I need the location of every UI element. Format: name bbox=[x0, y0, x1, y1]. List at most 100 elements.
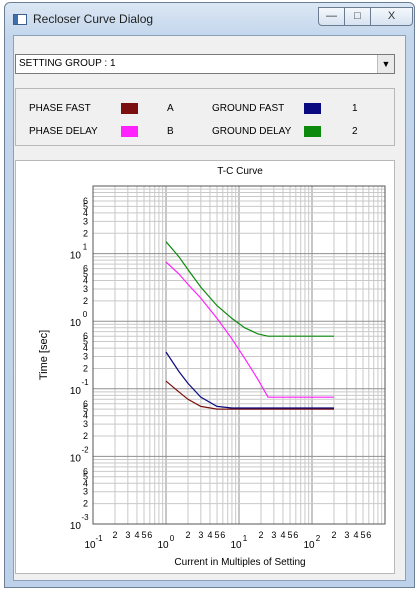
x-tick-label-base: 10 bbox=[84, 540, 96, 551]
curve-line-2 bbox=[165, 241, 334, 337]
x-minor-tick-label: 3 bbox=[344, 530, 349, 540]
x-minor-tick-label: 2 bbox=[112, 530, 117, 540]
y-minor-tick-label: 2 bbox=[83, 296, 88, 306]
y-minor-tick-label: 3 bbox=[83, 216, 88, 226]
dialog-client-area: SETTING GROUP : 1 ▼ PHASE FAST A GROUND … bbox=[13, 35, 406, 581]
legend-swatch-phase-fast bbox=[121, 103, 138, 114]
window-title: Recloser Curve Dialog bbox=[33, 12, 154, 26]
y-tick-label-base: 10 bbox=[70, 453, 82, 464]
y-minor-tick-label: 2 bbox=[83, 228, 88, 238]
x-tick-label-base: 10 bbox=[303, 540, 315, 551]
y-tick-label-base: 10 bbox=[70, 318, 82, 329]
x-minor-tick-label: 3 bbox=[271, 530, 276, 540]
legend-label-ground-delay: GROUND DELAY bbox=[212, 126, 292, 137]
x-tick-label-base: 10 bbox=[157, 540, 169, 551]
y-minor-tick-label: 4 bbox=[83, 411, 88, 421]
x-minor-tick-label: 2 bbox=[185, 530, 190, 540]
y-tick-label-exponent: 1 bbox=[83, 243, 88, 252]
chart-series bbox=[165, 241, 334, 410]
y-tick-label-exponent: -2 bbox=[81, 445, 89, 454]
y-minor-tick-label: 3 bbox=[83, 487, 88, 497]
y-axis-label: Time [sec] bbox=[38, 330, 50, 380]
y-minor-tick-label: 4 bbox=[83, 343, 88, 353]
x-minor-tick-label: 3 bbox=[198, 530, 203, 540]
x-minor-tick-label: 6 bbox=[366, 530, 371, 540]
y-tick-label-exponent: -3 bbox=[81, 513, 89, 522]
legend-key-ground-delay: 2 bbox=[352, 126, 358, 137]
x-minor-tick-label: 5 bbox=[288, 530, 293, 540]
title-bar[interactable]: Recloser Curve Dialog — □ X bbox=[5, 3, 414, 35]
y-tick-label-exponent: 0 bbox=[83, 310, 88, 319]
x-tick-label-exponent: 2 bbox=[316, 534, 321, 543]
x-minor-tick-label: 5 bbox=[361, 530, 366, 540]
x-minor-tick-label: 5 bbox=[215, 530, 220, 540]
y-minor-tick-label: 5 bbox=[83, 269, 88, 279]
x-minor-tick-label: 4 bbox=[353, 530, 358, 540]
y-minor-tick-label: 4 bbox=[83, 276, 88, 286]
y-minor-tick-label: 3 bbox=[83, 352, 88, 362]
y-minor-tick-label: 3 bbox=[83, 419, 88, 429]
x-tick-label-exponent: 0 bbox=[170, 534, 175, 543]
maximize-button[interactable]: □ bbox=[344, 7, 371, 26]
x-tick-label-base: 10 bbox=[230, 540, 242, 551]
chart-title: T-C Curve bbox=[217, 166, 263, 177]
legend-label-phase-delay: PHASE DELAY bbox=[29, 126, 98, 137]
y-minor-tick-label: 4 bbox=[83, 478, 88, 488]
y-tick-label-exponent: -1 bbox=[81, 378, 89, 387]
curve-line-B bbox=[165, 261, 334, 398]
window-app-icon bbox=[13, 14, 27, 25]
y-minor-tick-label: 5 bbox=[83, 337, 88, 347]
x-minor-tick-label: 6 bbox=[293, 530, 298, 540]
plot-frame bbox=[92, 185, 386, 525]
x-axis-label: Current in Multiples of Setting bbox=[174, 557, 305, 568]
legend-label-ground-fast: GROUND FAST bbox=[212, 103, 285, 114]
chart-background bbox=[16, 161, 394, 573]
x-minor-tick-label: 4 bbox=[207, 530, 212, 540]
y-minor-tick-label: 3 bbox=[83, 284, 88, 294]
chart-grid bbox=[92, 186, 385, 525]
y-tick-label-base: 10 bbox=[70, 521, 82, 532]
x-minor-tick-label: 4 bbox=[280, 530, 285, 540]
x-minor-tick-label: 2 bbox=[331, 530, 336, 540]
chevron-down-icon[interactable]: ▼ bbox=[377, 55, 394, 73]
y-minor-tick-label: 6 bbox=[83, 196, 88, 206]
x-minor-tick-label: 6 bbox=[220, 530, 225, 540]
y-minor-tick-label: 2 bbox=[83, 431, 88, 441]
y-minor-tick-label: 6 bbox=[83, 466, 88, 476]
y-tick-label-base: 10 bbox=[70, 251, 82, 262]
curve-line-1 bbox=[165, 351, 334, 409]
legend-swatch-ground-fast bbox=[304, 103, 321, 114]
minimize-button[interactable]: — bbox=[318, 7, 345, 26]
x-tick-label-exponent: -1 bbox=[95, 534, 103, 543]
legend-key-phase-fast: A bbox=[167, 103, 174, 114]
x-minor-tick-label: 4 bbox=[134, 530, 139, 540]
x-minor-tick-label: 2 bbox=[258, 530, 263, 540]
close-button[interactable]: X bbox=[370, 7, 413, 26]
curve-legend: PHASE FAST A GROUND FAST 1 PHASE DELAY B… bbox=[15, 88, 395, 146]
tc-curve-panel: T-C Curve 10 -1 2 3 4 5 6 10 0 2 3 4 5 6 10 1 2 3 4 5 6 10 2 2 3… bbox=[15, 160, 395, 574]
y-minor-tick-label: 5 bbox=[83, 404, 88, 414]
y-minor-tick-label: 6 bbox=[83, 264, 88, 274]
y-minor-tick-label: 2 bbox=[83, 363, 88, 373]
x-tick-label-exponent: 1 bbox=[243, 534, 248, 543]
y-minor-tick-label: 5 bbox=[83, 201, 88, 211]
y-minor-tick-label: 5 bbox=[83, 472, 88, 482]
y-minor-tick-label: 6 bbox=[83, 399, 88, 409]
y-tick-label-base: 10 bbox=[70, 386, 82, 397]
setting-group-value: SETTING GROUP : 1 bbox=[19, 58, 116, 69]
legend-swatch-phase-delay bbox=[121, 126, 138, 137]
y-minor-tick-label: 6 bbox=[83, 331, 88, 341]
setting-group-dropdown[interactable]: SETTING GROUP : 1 ▼ bbox=[15, 54, 395, 74]
legend-key-phase-delay: B bbox=[167, 126, 174, 137]
x-minor-tick-label: 6 bbox=[147, 530, 152, 540]
legend-swatch-ground-delay bbox=[304, 126, 321, 137]
legend-key-ground-fast: 1 bbox=[352, 103, 358, 114]
y-minor-tick-label: 4 bbox=[83, 208, 88, 218]
x-minor-tick-label: 3 bbox=[125, 530, 130, 540]
y-minor-tick-label: 2 bbox=[83, 499, 88, 509]
x-minor-tick-label: 5 bbox=[142, 530, 147, 540]
legend-label-phase-fast: PHASE FAST bbox=[29, 103, 91, 114]
curve-line-A bbox=[165, 380, 334, 410]
